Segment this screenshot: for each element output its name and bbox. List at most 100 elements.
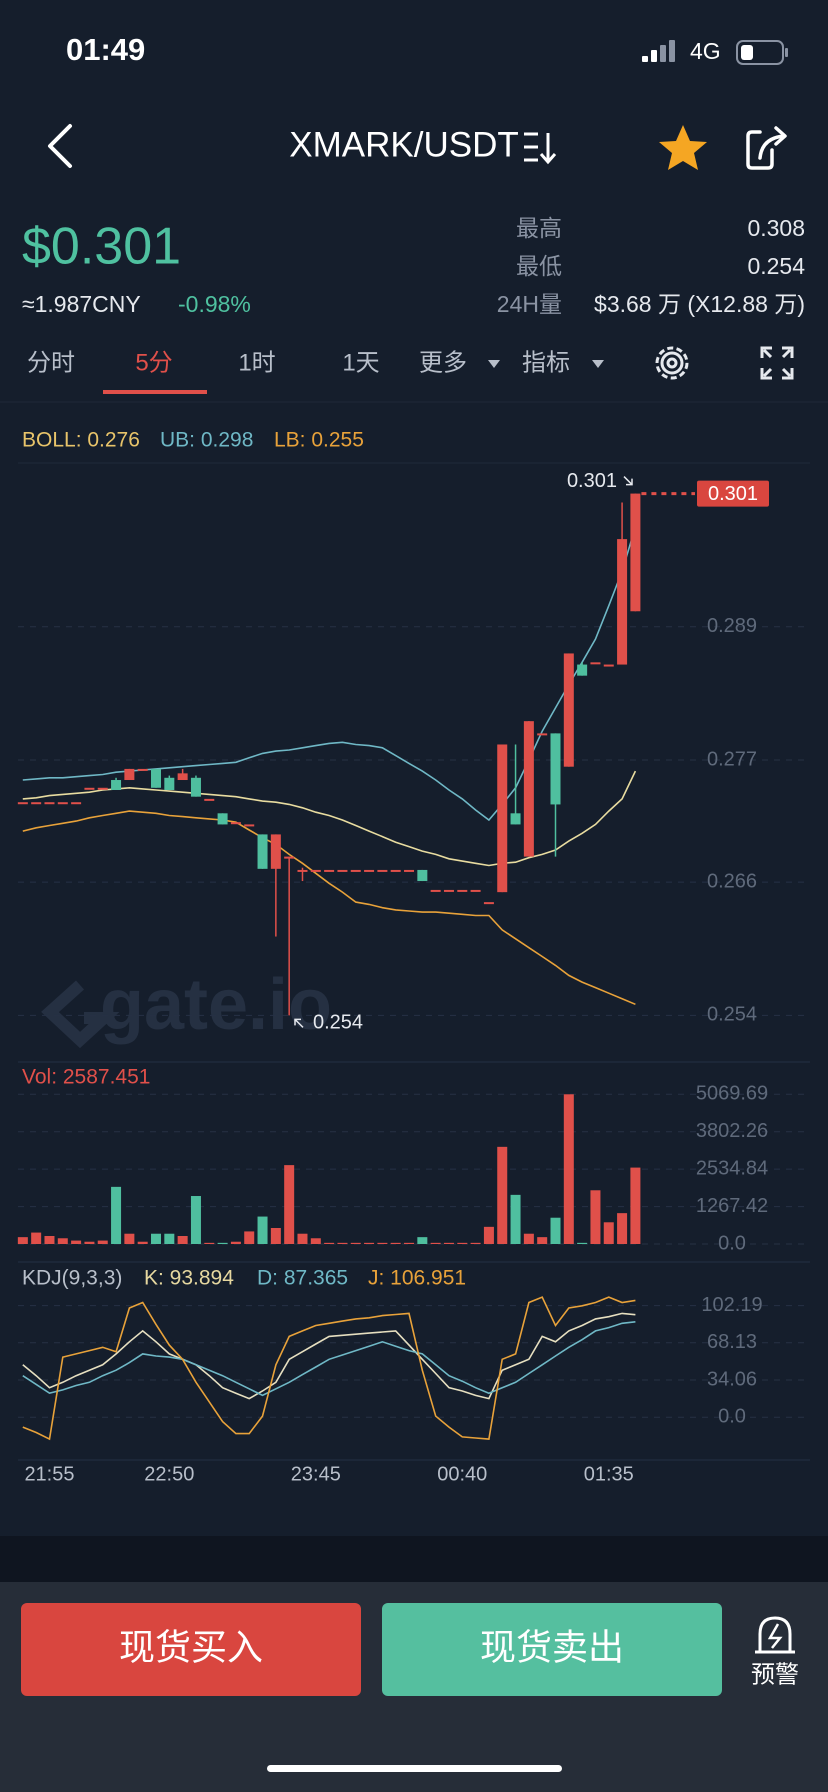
interval-tab[interactable]: 指标 — [522, 349, 570, 376]
volume-bar — [270, 1227, 281, 1244]
fullscreen-button[interactable] — [760, 346, 794, 380]
candle-body — [497, 744, 508, 893]
pair-title[interactable]: XMARK/USDT — [289, 125, 518, 164]
candle-body — [350, 869, 361, 872]
legend-entry: K: 93.894 — [144, 1267, 234, 1290]
y-tick-label: 34.06 — [707, 1368, 757, 1390]
volume-bar — [257, 1216, 268, 1244]
candle-body — [217, 813, 228, 825]
watermark: gate.io — [100, 965, 332, 1045]
alert-icon[interactable] — [755, 1616, 795, 1654]
charts: gate.io 0.289 0.277 0.266 0.254 BOLL: 0.276 UB… — [17, 429, 810, 1485]
candle-body — [31, 802, 42, 805]
settings-button[interactable] — [655, 346, 689, 380]
volume-bar — [137, 1241, 148, 1244]
stat-value: 0.308 — [747, 215, 805, 241]
x-tick-label: 21:55 — [24, 1463, 74, 1485]
volume-bar — [630, 1167, 641, 1244]
candle-body — [337, 869, 348, 872]
candle-body — [71, 802, 82, 805]
candle-body — [137, 768, 148, 771]
candle-body — [470, 889, 481, 892]
y-tick-label: 102.19 — [701, 1294, 762, 1316]
back-button[interactable] — [48, 124, 72, 168]
interval-tab[interactable]: 5分 — [135, 349, 172, 376]
y-tick-label: 68.13 — [707, 1331, 757, 1353]
volume-bar — [350, 1242, 361, 1244]
volume-bar — [550, 1217, 561, 1244]
y-tick-label: 0.254 — [707, 1004, 757, 1026]
sell-button-label[interactable]: 现货卖出 — [480, 1627, 624, 1668]
volume-bar — [217, 1242, 228, 1244]
share-button[interactable] — [746, 126, 787, 170]
interval-tab[interactable]: 1时 — [238, 349, 275, 376]
stat-value: 0.254 — [747, 253, 805, 279]
switch-icon[interactable] — [524, 132, 557, 165]
legend-entry: LB: 0.255 — [274, 429, 364, 452]
volume-bar — [390, 1242, 401, 1244]
candle-body — [590, 662, 601, 665]
volume-bar — [337, 1242, 348, 1244]
volume-bar — [590, 1190, 601, 1244]
candle-body — [430, 889, 441, 892]
candle-body — [630, 493, 641, 612]
volume-bar — [617, 1213, 628, 1244]
candle-body — [44, 802, 55, 805]
sell-button[interactable] — [382, 1603, 722, 1696]
stat-label: 最高 — [516, 215, 562, 241]
interval-tab[interactable]: 分时 — [27, 349, 75, 376]
volume-bar — [404, 1242, 415, 1244]
status-time: 01:49 — [66, 32, 145, 67]
volume-bar — [470, 1242, 481, 1244]
last-price-tag-label: 0.301 — [708, 483, 758, 505]
volume-bar — [537, 1237, 548, 1244]
volume-bar — [31, 1232, 42, 1244]
alert-label[interactable]: 预警 — [751, 1661, 799, 1688]
candle-body — [483, 902, 494, 905]
y-tick-label: 0.0 — [718, 1232, 746, 1254]
volume-bar — [510, 1194, 521, 1244]
active-tab-underline — [103, 390, 207, 394]
low-label: 0.254 — [313, 1012, 363, 1034]
candle-body — [523, 721, 534, 857]
boll-line — [22, 810, 636, 1006]
candle-body — [230, 822, 241, 825]
volume-bar — [457, 1242, 468, 1244]
volume-bar — [297, 1233, 308, 1244]
candle-body — [577, 664, 588, 676]
candle-body — [404, 869, 415, 872]
volume-bar — [17, 1237, 28, 1244]
interval-tab[interactable]: 更多 — [419, 349, 467, 376]
high-arrow — [623, 476, 633, 486]
stat-label: 24H量 — [497, 291, 562, 317]
volume-bar — [190, 1196, 201, 1244]
candle-body — [257, 834, 268, 869]
candle-body — [550, 733, 561, 805]
candle-body — [537, 733, 548, 736]
interval-tab[interactable]: 1天 — [342, 349, 379, 376]
watermark-logo — [41, 980, 120, 1049]
legend-entry: BOLL: 0.276 — [22, 429, 140, 452]
candle-body — [443, 889, 454, 892]
y-tick-label: 3802.26 — [696, 1120, 768, 1142]
volume-bar — [603, 1222, 614, 1244]
legend-entry: KDJ(9,3,3) — [22, 1267, 122, 1290]
candle-body — [17, 802, 28, 805]
battery-icon — [736, 40, 788, 65]
legend-entry: D: 87.365 — [257, 1267, 348, 1290]
y-tick-label: 0.289 — [707, 615, 757, 637]
y-tick-label: 0.266 — [707, 870, 757, 892]
volume-bar — [44, 1235, 55, 1244]
volume-bar — [71, 1240, 82, 1244]
buy-button-label[interactable]: 现货买入 — [119, 1627, 263, 1668]
low-arrow — [294, 1018, 304, 1028]
candle-body — [364, 869, 375, 872]
favorite-star[interactable] — [659, 125, 707, 170]
buy-button[interactable] — [21, 1603, 361, 1696]
volume-bar — [164, 1233, 175, 1244]
volume-bar — [57, 1238, 68, 1244]
volume-bar — [577, 1242, 588, 1244]
stat-value: $3.68 万 (X12.88 万) — [594, 291, 805, 317]
stat-label: 最低 — [516, 253, 562, 279]
